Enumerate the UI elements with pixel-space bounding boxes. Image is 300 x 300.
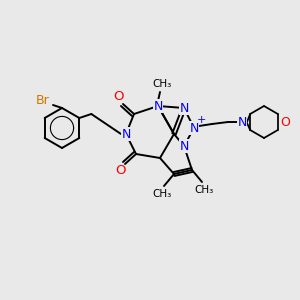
Text: CH₃: CH₃: [152, 79, 172, 89]
Text: +: +: [196, 115, 206, 125]
Text: N: N: [153, 100, 163, 112]
Text: N: N: [179, 140, 189, 152]
Text: N: N: [189, 122, 199, 134]
Text: O: O: [280, 116, 290, 128]
Text: O: O: [113, 91, 123, 103]
Text: N: N: [179, 101, 189, 115]
Text: O: O: [115, 164, 125, 178]
Text: N: N: [121, 128, 131, 140]
Text: CH₃: CH₃: [152, 189, 172, 199]
Text: Br: Br: [36, 94, 50, 106]
Text: N: N: [237, 116, 247, 128]
Text: CH₃: CH₃: [194, 185, 214, 195]
